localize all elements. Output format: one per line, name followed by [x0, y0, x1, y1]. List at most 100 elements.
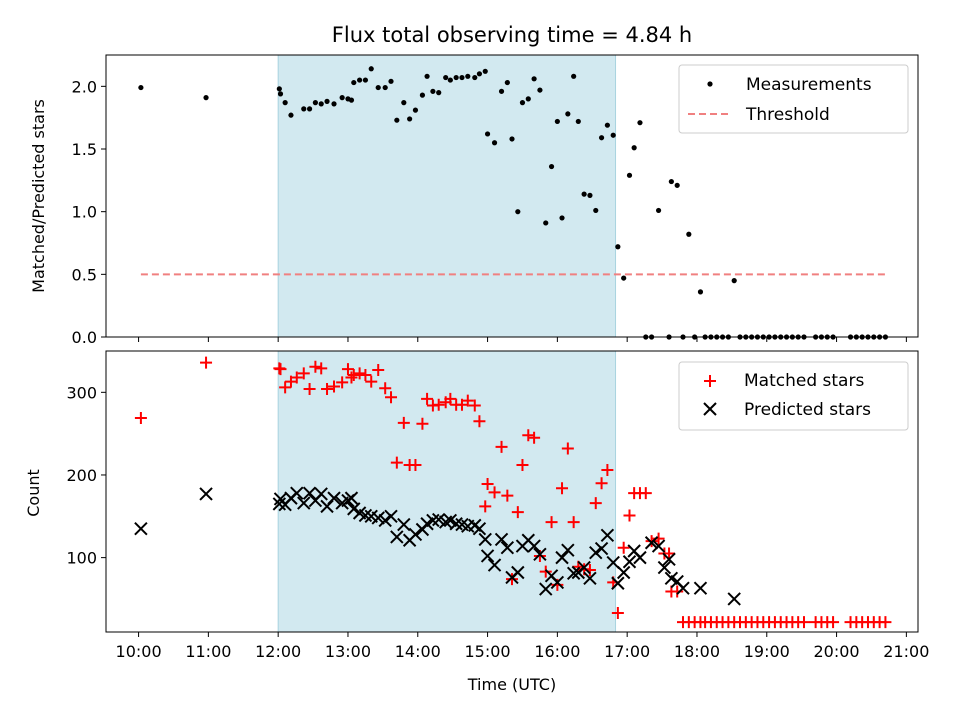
measurement-point — [407, 116, 413, 122]
predicted-star-point — [555, 550, 569, 565]
predicted-star-point — [500, 540, 515, 555]
predicted-stars-points — [134, 486, 741, 606]
measurement-point — [453, 74, 459, 81]
predicted-star-point — [511, 565, 525, 580]
measurement-point — [554, 118, 560, 125]
x-tick-label: 13:00 — [325, 642, 371, 661]
measurement-point — [697, 289, 704, 295]
predicted-star-point — [662, 552, 676, 566]
measurement-point — [436, 90, 442, 96]
predicted-star-point — [199, 487, 213, 501]
measurement-point — [668, 178, 674, 185]
y-tick-label: 0.5 — [72, 265, 97, 284]
matched-star-point — [522, 429, 535, 442]
observing-span-highlight — [277, 54, 617, 338]
measurement-point — [482, 68, 488, 74]
ratio-panel: 0.0 0.5 1.0 1.5 2.0 Flux total observing tim… — [29, 23, 919, 347]
measurement-point — [674, 182, 680, 188]
predicted-star-point — [432, 512, 446, 527]
matched-star-point — [303, 383, 316, 396]
y-tick-label: 200 — [66, 466, 97, 485]
predicted-star-point — [539, 582, 553, 596]
legend-matched-marker — [704, 375, 716, 387]
measurement-point — [509, 136, 515, 142]
measurement-point — [357, 77, 363, 83]
matched-star-point — [645, 535, 658, 548]
predicted-star-point — [408, 527, 423, 542]
predicted-star-point — [589, 545, 603, 560]
measurement-point — [543, 220, 549, 226]
predicted-star-point — [594, 541, 609, 556]
predicted-star-point — [657, 560, 672, 575]
legend-predicted-label: Predicted stars — [744, 400, 871, 420]
matched-star-point — [623, 509, 636, 522]
legend-matched-label: Matched stars — [744, 371, 864, 391]
predicted-star-point — [314, 487, 328, 501]
matched-star-point — [409, 459, 422, 472]
predicted-star-point — [566, 566, 581, 581]
predicted-star-point — [494, 532, 509, 547]
y-tick-label: 0.0 — [72, 328, 97, 347]
matched-star-point — [353, 367, 366, 380]
measurement-point — [631, 145, 637, 151]
count-legend: Matched stars Predicted stars — [678, 361, 909, 431]
measurement-point — [331, 101, 337, 107]
x-tick-label: 12:00 — [255, 642, 301, 661]
y-tick-label: 1.5 — [72, 140, 97, 159]
x-tick-label: 10:00 — [116, 642, 162, 661]
measurement-point — [424, 73, 430, 79]
measurement-point — [491, 140, 498, 146]
matched-star-point — [336, 376, 349, 389]
measurement-point — [351, 79, 357, 86]
measurement-point — [498, 88, 505, 94]
predicted-star-point — [644, 536, 659, 550]
measurement-point — [375, 84, 381, 91]
x-tick-label: 21:00 — [883, 642, 929, 661]
predicted-star-point — [533, 547, 547, 562]
predicted-star-point — [606, 555, 620, 570]
measurement-point — [282, 100, 288, 106]
measurement-point — [203, 95, 209, 101]
matched-star-point — [372, 364, 385, 377]
matched-star-point — [506, 573, 518, 586]
predicted-star-point — [633, 550, 647, 565]
matched-star-point — [663, 547, 676, 560]
count-y-axis-label: Count — [24, 469, 43, 517]
matched-star-point — [200, 356, 213, 369]
matched-star-point — [385, 391, 398, 404]
measurement-point — [476, 71, 483, 77]
matched-star-point — [528, 431, 541, 444]
measurement-point — [312, 100, 318, 106]
x-tick-label: 14:00 — [395, 642, 441, 661]
matched-star-point — [444, 392, 457, 405]
matched-star-point — [639, 487, 652, 500]
legend-threshold-label: Threshold — [745, 105, 830, 125]
measurement-point — [447, 77, 453, 83]
measurement-point — [324, 98, 330, 104]
predicted-star-point — [297, 496, 311, 510]
matched-star-point — [359, 368, 372, 381]
y-tick-label: 300 — [66, 383, 97, 402]
predicted-star-point — [676, 581, 690, 595]
count-axes-frame — [105, 350, 919, 633]
measurement-point — [348, 97, 355, 103]
measurement-point — [339, 95, 345, 101]
matched-star-point — [511, 506, 524, 519]
predicted-star-point — [378, 513, 392, 528]
count-legend-box — [678, 361, 909, 431]
measurement-point — [459, 74, 465, 81]
matched-star-point — [827, 616, 840, 629]
measurement-point — [388, 78, 394, 84]
matched-star-point — [479, 500, 492, 513]
measurement-point — [394, 117, 400, 123]
matched-stars-points — [134, 356, 892, 629]
time-x-axis: 10:00 11:00 12:00 13:00 14:00 15:00 16:00 17:00… — [116, 632, 929, 661]
measurement-point — [306, 106, 313, 112]
measurement-point — [537, 87, 543, 93]
measurement-point — [621, 275, 627, 281]
measurement-point — [626, 172, 633, 178]
measurement-point — [412, 107, 419, 113]
matched-star-point — [341, 363, 354, 376]
measurement-point — [318, 101, 324, 107]
predicted-star-point — [727, 592, 741, 606]
